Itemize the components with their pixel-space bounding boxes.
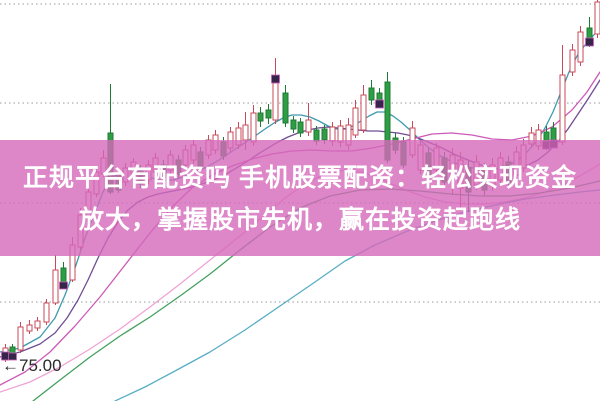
promo-text-line1: 正规平台有配资吗 手机股票配资：轻松实现资金 xyxy=(23,164,577,192)
promo-text-line2: 放大，掌握股市先机，赢在投资起跑线 xyxy=(78,206,521,234)
price-marker-label: ←75.00 xyxy=(2,356,62,375)
